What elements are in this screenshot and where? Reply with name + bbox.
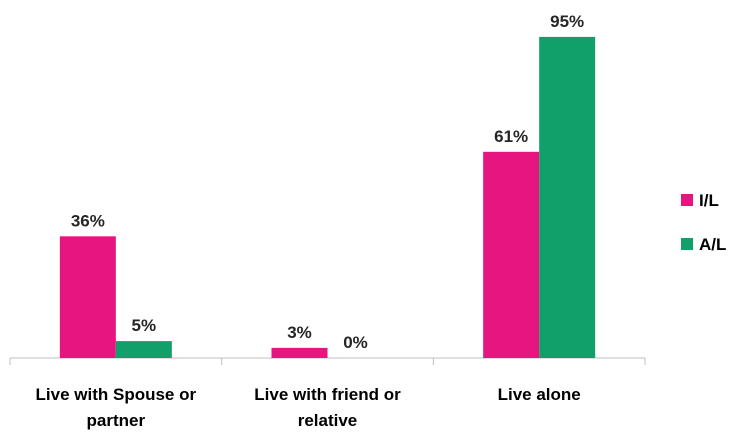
bar-il xyxy=(59,236,116,358)
legend-label: I/L xyxy=(699,191,719,210)
data-label: 61% xyxy=(494,127,528,146)
legend-swatch xyxy=(681,194,693,206)
axis-layer xyxy=(9,357,646,365)
data-label: 5% xyxy=(132,316,157,335)
legend: I/L A/L xyxy=(681,191,726,254)
category-label: relative xyxy=(298,411,358,430)
labels-layer: 36% 5% 3% 0% 61% 95% xyxy=(71,12,584,352)
bar-il xyxy=(271,347,328,358)
bar-al xyxy=(115,341,172,358)
bar-il xyxy=(483,151,540,358)
data-label: 36% xyxy=(71,211,105,230)
legend-label: A/L xyxy=(699,235,726,254)
data-label: 95% xyxy=(550,12,584,31)
bars-layer xyxy=(59,36,596,359)
category-labels: Live with Spouse or partner Live with frie… xyxy=(36,385,581,430)
legend-swatch xyxy=(681,238,693,250)
bar-al xyxy=(539,36,596,359)
category-label: partner xyxy=(87,411,146,430)
category-label: Live alone xyxy=(498,385,581,404)
category-label: Live with Spouse or xyxy=(36,385,197,404)
data-label: 0% xyxy=(343,333,368,352)
category-label: Live with friend or xyxy=(254,385,401,404)
data-label: 3% xyxy=(287,323,312,342)
